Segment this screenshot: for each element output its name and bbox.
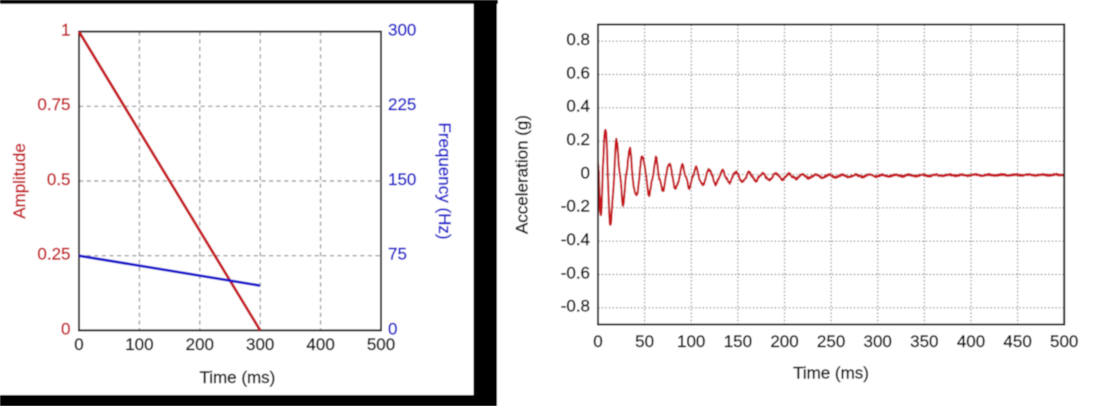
- svg-text:200: 200: [770, 332, 798, 351]
- svg-text:0.5: 0.5: [47, 170, 71, 189]
- svg-text:0: 0: [61, 319, 70, 338]
- svg-text:350: 350: [910, 332, 938, 351]
- svg-text:300: 300: [246, 335, 274, 354]
- svg-text:500: 500: [1050, 332, 1078, 351]
- svg-text:-0.6: -0.6: [561, 263, 590, 282]
- svg-text:300: 300: [388, 21, 416, 40]
- svg-text:Amplitude: Amplitude: [10, 143, 29, 219]
- svg-text:400: 400: [306, 335, 334, 354]
- svg-text:0: 0: [74, 335, 83, 354]
- svg-text:100: 100: [677, 332, 705, 351]
- svg-text:400: 400: [957, 332, 985, 351]
- svg-text:0: 0: [388, 319, 397, 338]
- svg-text:0.6: 0.6: [566, 63, 590, 82]
- svg-text:450: 450: [1003, 332, 1031, 351]
- svg-text:200: 200: [186, 335, 214, 354]
- svg-text:150: 150: [724, 332, 752, 351]
- svg-text:0.2: 0.2: [566, 130, 590, 149]
- svg-text:Frequency (Hz): Frequency (Hz): [435, 122, 454, 239]
- svg-text:500: 500: [367, 335, 395, 354]
- svg-text:300: 300: [864, 332, 892, 351]
- svg-text:-0.8: -0.8: [561, 297, 590, 316]
- svg-text:0: 0: [593, 332, 602, 351]
- svg-text:-0.4: -0.4: [561, 230, 590, 249]
- svg-text:Time (ms): Time (ms): [199, 368, 275, 387]
- svg-text:225: 225: [388, 95, 416, 114]
- svg-text:Time (ms): Time (ms): [793, 363, 869, 382]
- svg-text:1: 1: [61, 21, 70, 40]
- svg-text:-0.2: -0.2: [561, 197, 590, 216]
- svg-text:0.25: 0.25: [37, 245, 70, 264]
- svg-text:0: 0: [581, 163, 590, 182]
- svg-text:Acceleration (g): Acceleration (g): [512, 115, 531, 234]
- svg-text:0.4: 0.4: [566, 97, 590, 116]
- svg-text:0.75: 0.75: [37, 95, 70, 114]
- svg-text:0.8: 0.8: [566, 30, 590, 49]
- svg-text:50: 50: [635, 332, 654, 351]
- svg-text:100: 100: [125, 335, 153, 354]
- svg-text:75: 75: [388, 245, 407, 264]
- svg-text:250: 250: [817, 332, 845, 351]
- svg-text:150: 150: [388, 170, 416, 189]
